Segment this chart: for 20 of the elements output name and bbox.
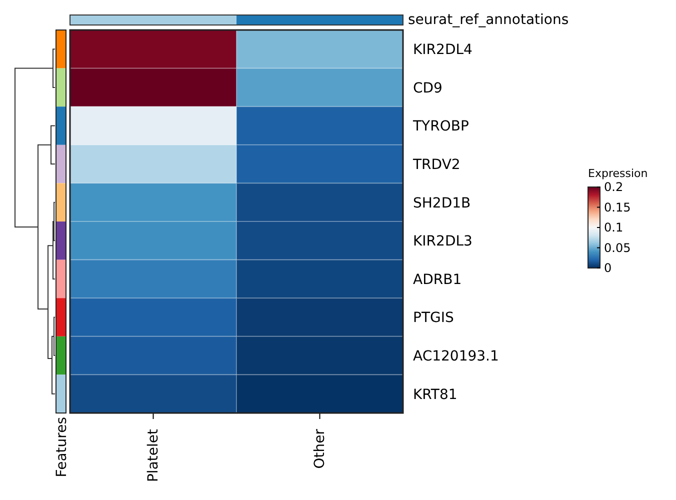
y-tick-label: KRT81 [413,386,458,403]
color-bar-label: 0.05 [604,240,631,255]
y-tick-label: KIR2DL4 [413,42,473,58]
y-tick-label: PTGIS [413,310,454,326]
x-tick-label: Other [312,428,328,469]
y-tick-label: TYROBP [412,118,469,135]
color-bar-label: 0.1 [604,220,624,234]
y-tick-label: CD9 [413,80,442,96]
color-bar-label: 0.15 [604,200,631,214]
y-tick-label: TRDV2 [412,157,460,174]
text: seurat_ref_annotations [408,12,569,28]
y-tick-label: AC120193.1 [413,348,499,365]
color-bar-label: 0 [604,261,612,275]
y-tick-label: SH2D1B [413,195,471,212]
color-bar-label: 0.2 [604,180,624,194]
y-tick-label: ADRB1 [413,272,462,288]
y-tick-label: KIR2DL3 [413,234,472,250]
text: Features [54,417,70,478]
color-bar-title: Expression [588,167,648,180]
x-tick-label: Platelet [145,428,162,482]
